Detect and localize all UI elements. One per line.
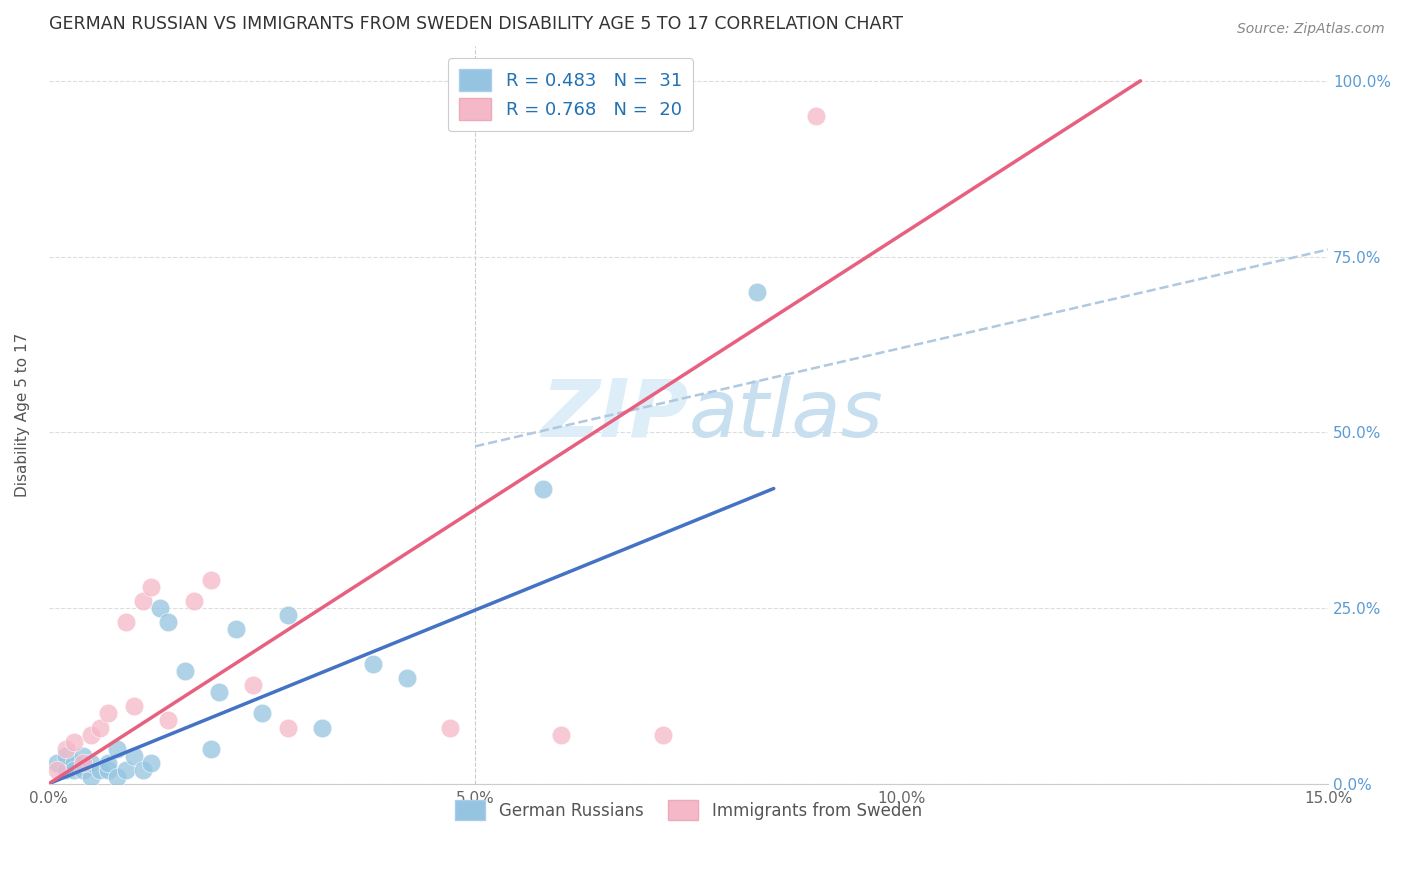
- Point: [311, 721, 333, 735]
- Text: Source: ZipAtlas.com: Source: ZipAtlas.com: [1237, 22, 1385, 37]
- Point: [63, 756, 86, 770]
- Point: [80, 770, 103, 784]
- Point: [361, 657, 384, 672]
- Point: [806, 109, 828, 123]
- Point: [174, 665, 197, 679]
- Point: [651, 727, 673, 741]
- Point: [439, 721, 461, 735]
- Point: [225, 622, 247, 636]
- Point: [200, 741, 222, 756]
- Point: [533, 482, 555, 496]
- Point: [139, 580, 162, 594]
- Point: [131, 763, 153, 777]
- Point: [114, 763, 136, 777]
- Y-axis label: Disability Age 5 to 17: Disability Age 5 to 17: [15, 333, 30, 497]
- Point: [745, 285, 768, 299]
- Point: [139, 756, 162, 770]
- Point: [550, 727, 572, 741]
- Point: [208, 685, 231, 699]
- Point: [250, 706, 273, 721]
- Point: [72, 756, 94, 770]
- Point: [105, 741, 128, 756]
- Point: [89, 763, 111, 777]
- Point: [277, 721, 299, 735]
- Point: [277, 607, 299, 622]
- Point: [63, 763, 86, 777]
- Point: [395, 671, 418, 685]
- Point: [114, 615, 136, 629]
- Point: [183, 594, 205, 608]
- Point: [55, 763, 77, 777]
- Text: ZIP: ZIP: [541, 376, 689, 454]
- Point: [242, 678, 264, 692]
- Point: [131, 594, 153, 608]
- Point: [149, 601, 172, 615]
- Point: [63, 734, 86, 748]
- Point: [157, 714, 180, 728]
- Point: [122, 748, 145, 763]
- Point: [72, 763, 94, 777]
- Point: [105, 770, 128, 784]
- Point: [55, 748, 77, 763]
- Text: GERMAN RUSSIAN VS IMMIGRANTS FROM SWEDEN DISABILITY AGE 5 TO 17 CORRELATION CHAR: GERMAN RUSSIAN VS IMMIGRANTS FROM SWEDEN…: [49, 15, 903, 33]
- Point: [46, 763, 69, 777]
- Point: [97, 763, 120, 777]
- Point: [97, 756, 120, 770]
- Point: [122, 699, 145, 714]
- Point: [46, 756, 69, 770]
- Point: [80, 727, 103, 741]
- Text: atlas: atlas: [689, 376, 883, 454]
- Legend: German Russians, Immigrants from Sweden: German Russians, Immigrants from Sweden: [449, 793, 928, 827]
- Point: [55, 741, 77, 756]
- Point: [97, 706, 120, 721]
- Point: [89, 721, 111, 735]
- Point: [200, 573, 222, 587]
- Point: [72, 748, 94, 763]
- Point: [80, 756, 103, 770]
- Point: [157, 615, 180, 629]
